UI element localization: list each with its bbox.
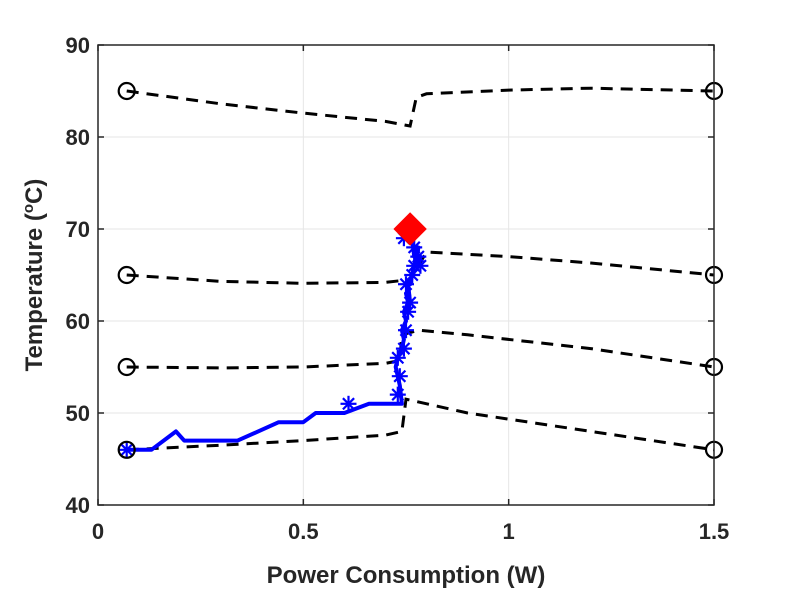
trajectory-asterisk-marker <box>389 349 406 366</box>
boundary-curve-boundary-4 <box>126 86 715 128</box>
markers <box>117 81 724 459</box>
y-tick-label: 40 <box>66 493 90 518</box>
y-tick-label: 60 <box>66 309 90 334</box>
boundary-endpoint-circle <box>117 265 136 285</box>
y-tick-label: 50 <box>66 401 90 426</box>
x-tick-label: 1.5 <box>699 519 730 544</box>
y-axis-label-main: Temperature ( <box>21 213 48 371</box>
boundary-endpoint-circle <box>117 357 136 377</box>
y-axis-label: Temperature (oC) <box>20 179 48 372</box>
trajectory-asterisk-marker <box>395 340 412 357</box>
target-diamond-marker <box>393 212 427 246</box>
y-tick-label: 70 <box>66 217 90 242</box>
x-axis-label: Power Consumption (W) <box>267 562 546 589</box>
trajectory-asterisk-marker <box>389 386 406 403</box>
trajectory-asterisk-marker <box>340 395 357 412</box>
x-tick-label: 0.5 <box>288 519 319 544</box>
x-tick-label: 0 <box>92 519 104 544</box>
y-tick-label: 80 <box>66 125 90 150</box>
trajectory-asterisk-marker <box>398 276 414 293</box>
ticks: 0 0.5 1 1.5 40 50 60 70 80 90 <box>66 33 730 544</box>
trajectory-asterisk-marker <box>402 294 419 311</box>
boundary-endpoint-circle <box>117 440 136 459</box>
trajectory-asterisk-marker <box>406 239 423 256</box>
x-tick-label: 1 <box>503 519 515 544</box>
y-tick-label: 90 <box>66 33 90 58</box>
trajectory-asterisk-marker <box>391 368 408 385</box>
trajectory-asterisk-marker <box>412 257 429 274</box>
boundary-endpoint-circle <box>117 81 136 101</box>
plot-area-frame <box>97 44 715 506</box>
y-axis-label-superscript: o <box>20 204 37 213</box>
trajectory-asterisk-marker <box>398 322 414 339</box>
y-axis-label-end: C) <box>21 179 48 204</box>
trajectory-asterisk-marker <box>118 441 135 458</box>
boundary-curve-boundary-1 <box>126 397 715 452</box>
